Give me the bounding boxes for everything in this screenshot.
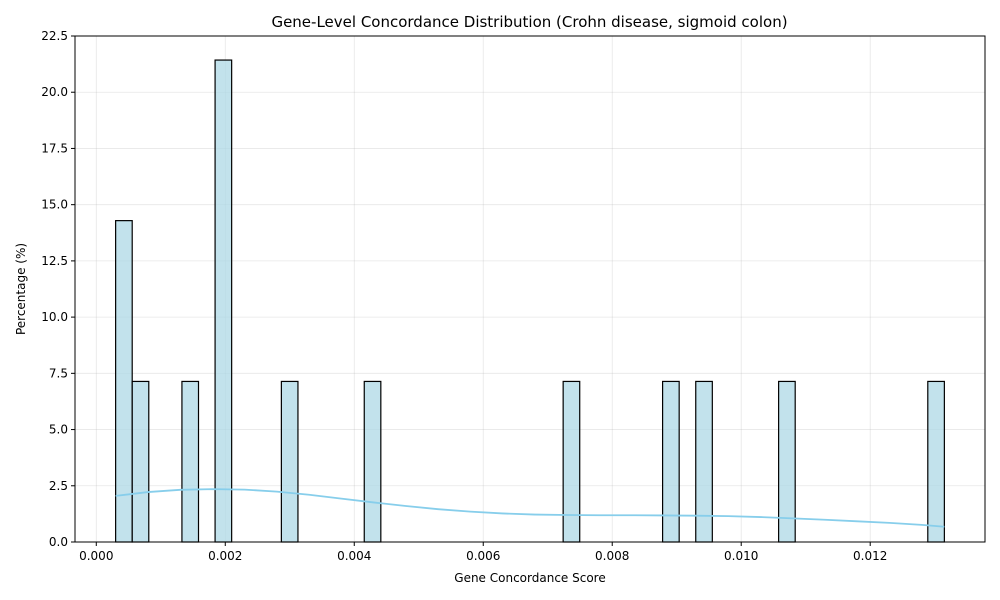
- x-tick-label: 0.012: [853, 549, 887, 563]
- y-tick-label: 10.0: [41, 310, 68, 324]
- y-tick-label: 15.0: [41, 198, 68, 212]
- x-tick-label: 0.000: [79, 549, 113, 563]
- y-tick-label: 2.5: [49, 479, 68, 493]
- histogram-bar: [562, 380, 581, 543]
- y-tick-label: 22.5: [41, 29, 68, 43]
- histogram-bar: [214, 59, 233, 543]
- grid-layer: [75, 35, 985, 543]
- kde-curve: [115, 488, 945, 528]
- histogram-bar: [131, 380, 150, 543]
- x-tick-label: 0.008: [595, 549, 629, 563]
- x-axis-label: Gene Concordance Score: [454, 571, 605, 585]
- y-axis-label: Percentage (%): [14, 243, 28, 335]
- histogram-bar: [661, 380, 680, 543]
- y-axis-ticks: 0.0 2.5 5.0 7.5 10.0 12.5 15.0 17.5 20.0 22.5: [41, 29, 75, 549]
- x-tick-label: 0.002: [208, 549, 242, 563]
- histogram-bar: [927, 380, 945, 543]
- y-tick-label: 17.5: [41, 141, 68, 155]
- y-tick-label: 5.0: [49, 423, 68, 437]
- y-tick-label: 7.5: [49, 366, 68, 380]
- bar-layer: [115, 59, 945, 543]
- x-tick-label: 0.004: [337, 549, 371, 563]
- x-axis-ticks: 0.000 0.002 0.004 0.006 0.008 0.010 0.012: [79, 542, 887, 563]
- plot-frame: [74, 35, 986, 543]
- y-tick-label: 12.5: [41, 254, 68, 268]
- x-tick-label: 0.010: [724, 549, 758, 563]
- kde-layer: [115, 488, 945, 528]
- histogram-bar: [695, 380, 713, 543]
- chart-title: Gene-Level Concordance Distribution (Cro…: [271, 13, 787, 31]
- histogram-bar: [181, 380, 200, 543]
- x-tick-label: 0.006: [466, 549, 500, 563]
- y-tick-label: 0.0: [49, 535, 68, 549]
- histogram-bar: [363, 380, 382, 543]
- histogram-bar: [280, 380, 299, 543]
- y-tick-label: 20.0: [41, 85, 68, 99]
